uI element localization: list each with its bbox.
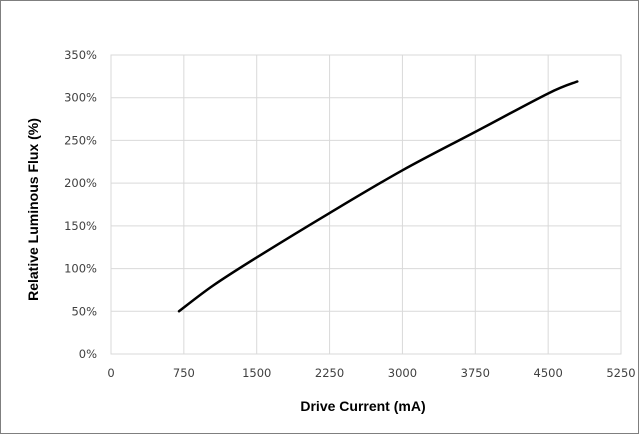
x-tick-label: 0 (107, 366, 114, 380)
y-axis-ticks: 0% 50% 100% 150% 200% 250% 300% 350% (64, 48, 97, 361)
x-tick-label: 4500 (534, 366, 563, 380)
grid (110, 54, 622, 355)
x-tick-label: 1500 (242, 366, 271, 380)
x-axis-ticks: 0 750 1500 2250 3000 3750 4500 5250 (107, 366, 635, 380)
series-layer (177, 80, 579, 313)
x-tick-label: 750 (173, 366, 195, 380)
y-tick-label: 200% (64, 176, 97, 190)
x-axis-title: Drive Current (mA) (300, 398, 425, 414)
y-axis-title: Relative Luminous Flux (%) (25, 118, 41, 301)
y-tick-label: 300% (64, 91, 97, 105)
x-tick-label: 3000 (388, 366, 417, 380)
x-tick-label: 5250 (606, 366, 635, 380)
series-line-luminous-flux (177, 80, 579, 313)
y-tick-label: 250% (64, 133, 97, 147)
y-tick-label: 50% (71, 304, 97, 318)
x-tick-label: 2250 (315, 366, 344, 380)
y-tick-label: 0% (79, 347, 97, 361)
y-tick-label: 350% (64, 48, 97, 62)
y-tick-label: 150% (64, 219, 97, 233)
y-tick-label: 100% (64, 262, 97, 276)
x-tick-label: 3750 (461, 366, 490, 380)
plot-border (110, 54, 622, 355)
